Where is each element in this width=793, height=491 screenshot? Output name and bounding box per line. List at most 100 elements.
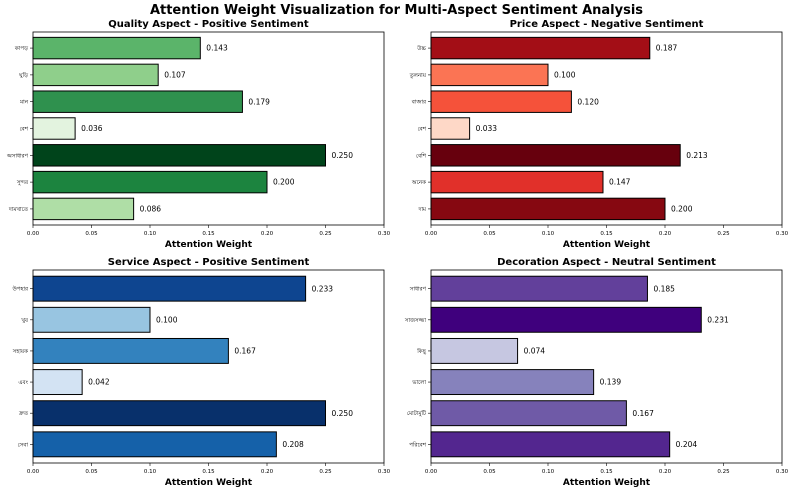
y-tick-label: ঘুড়ি <box>18 72 29 79</box>
data-label: 0.033 <box>476 124 498 133</box>
x-tick-label: 0.20 <box>659 469 672 475</box>
x-axis-label: Attention Weight <box>165 478 253 488</box>
x-axis-label: Attention Weight <box>563 478 651 488</box>
y-tick-label: বেশ <box>19 127 28 133</box>
bar-decoration-0 <box>430 275 648 302</box>
bar-decoration-2 <box>430 337 519 364</box>
data-label: 0.187 <box>656 44 678 53</box>
bar-quality-4 <box>32 144 326 167</box>
x-tick-label: 0.05 <box>85 469 98 475</box>
x-tick-label: 0.10 <box>542 231 555 237</box>
y-tick-label: খুব <box>21 318 29 324</box>
x-tick-label: 0.30 <box>776 469 789 475</box>
panel-title: Service Aspect - Positive Sentiment <box>108 257 310 268</box>
x-tick-label: 0.20 <box>261 231 274 237</box>
x-tick-label: 0.10 <box>144 469 157 475</box>
y-tick-label: কিছু <box>416 348 427 355</box>
data-label: 0.233 <box>312 284 334 293</box>
bar-quality-0 <box>32 36 201 60</box>
x-tick-label: 0.25 <box>319 469 332 475</box>
panel-title: Price Aspect - Negative Sentiment <box>510 19 704 30</box>
y-tick-label: অসাধারণ <box>6 153 29 159</box>
y-tick-label: পরিবেশ <box>409 441 427 448</box>
data-label: 0.036 <box>81 124 103 133</box>
bar-price-5 <box>430 170 604 194</box>
x-tick-label: 0.30 <box>378 231 391 237</box>
bar-quality-1 <box>32 63 159 87</box>
y-tick-label: বেশি <box>416 152 427 159</box>
data-label: 0.139 <box>600 378 622 387</box>
y-tick-label: এবং <box>18 380 28 386</box>
x-tick-label: 0.25 <box>717 231 730 237</box>
x-tick-label: 0.00 <box>27 469 40 475</box>
bar-quality-6 <box>32 197 135 221</box>
x-tick-label: 0.05 <box>483 231 496 237</box>
figure-title: Attention Weight Visualization for Multi… <box>150 3 643 18</box>
data-label: 0.200 <box>273 178 295 187</box>
y-tick-label: উচ্চ <box>416 44 426 52</box>
bar-service-1 <box>32 306 151 333</box>
data-label: 0.179 <box>248 97 270 106</box>
bar-price-1 <box>430 63 549 87</box>
x-tick-label: 0.30 <box>776 231 789 237</box>
bar-service-2 <box>32 337 229 364</box>
y-tick-label: দ্রুত <box>18 411 29 417</box>
x-tick-label: 0.05 <box>85 231 98 237</box>
y-tick-label: দামখাতে <box>8 207 29 213</box>
y-tick-label: মোটামুটি <box>407 409 427 417</box>
x-tick-label: 0.05 <box>483 469 496 475</box>
data-label: 0.250 <box>332 151 354 160</box>
x-tick-label: 0.25 <box>717 469 730 475</box>
data-label: 0.086 <box>140 205 162 214</box>
data-label: 0.074 <box>524 347 546 356</box>
bar-price-3 <box>430 117 471 140</box>
y-tick-label: বাজার <box>411 100 427 106</box>
chart-panel-price-aspect-negative-sentiment: Price Aspect - Negative Sentiment 0.00 0.0… <box>409 19 789 250</box>
data-label: 0.107 <box>164 70 186 79</box>
bar-price-6 <box>430 197 666 221</box>
x-tick-label: 0.10 <box>542 469 555 475</box>
data-label: 0.213 <box>686 151 708 160</box>
bar-service-4 <box>32 400 326 427</box>
y-tick-label: তুলনায় <box>409 73 427 79</box>
bar-decoration-5 <box>430 431 671 458</box>
bar-quality-3 <box>32 117 76 140</box>
data-label: 0.231 <box>707 315 729 324</box>
y-tick-label: সাধারণ <box>409 287 427 293</box>
y-tick-label: সহায়ক <box>12 349 29 355</box>
data-label: 0.042 <box>88 378 110 387</box>
y-tick-label: অনেক <box>411 180 427 186</box>
x-tick-label: 0.15 <box>600 469 613 475</box>
data-label: 0.200 <box>671 205 693 214</box>
data-label: 0.100 <box>156 315 178 324</box>
bar-decoration-4 <box>430 400 627 427</box>
y-tick-label: সুন্দর <box>16 180 29 186</box>
panel-title: Decoration Aspect - Neutral Sentiment <box>497 257 716 268</box>
data-label: 0.167 <box>234 347 256 356</box>
x-tick-label: 0.20 <box>659 231 672 237</box>
x-tick-label: 0.10 <box>144 231 157 237</box>
bar-quality-2 <box>32 90 243 113</box>
x-tick-label: 0.15 <box>600 231 613 237</box>
chart-panel-decoration-aspect-neutral-sentiment: Decoration Aspect - Neutral Sentiment 0.0… <box>404 257 789 488</box>
x-tick-label: 0.00 <box>425 469 438 475</box>
bar-quality-5 <box>32 170 268 194</box>
y-tick-label: কাপড় <box>14 46 29 52</box>
y-tick-label: উপহার <box>11 285 29 293</box>
x-tick-label: 0.25 <box>319 231 332 237</box>
x-tick-label: 0.30 <box>378 469 391 475</box>
x-axis-label: Attention Weight <box>165 240 253 250</box>
bar-decoration-1 <box>430 306 702 333</box>
data-label: 0.204 <box>676 440 698 449</box>
data-label: 0.250 <box>332 409 354 418</box>
chart-panel-service-aspect-positive-sentiment: Service Aspect - Positive Sentiment 0.00 0… <box>11 257 390 488</box>
x-tick-label: 0.00 <box>27 231 40 237</box>
x-tick-label: 0.00 <box>425 231 438 237</box>
data-label: 0.143 <box>206 44 228 53</box>
bar-service-3 <box>32 369 83 396</box>
x-axis-label: Attention Weight <box>563 240 651 250</box>
chart-panel-quality-aspect-positive-sentiment: Quality Aspect - Positive Sentiment 0.00 0… <box>6 19 391 250</box>
bar-service-0 <box>32 275 307 302</box>
bar-price-0 <box>430 36 651 60</box>
